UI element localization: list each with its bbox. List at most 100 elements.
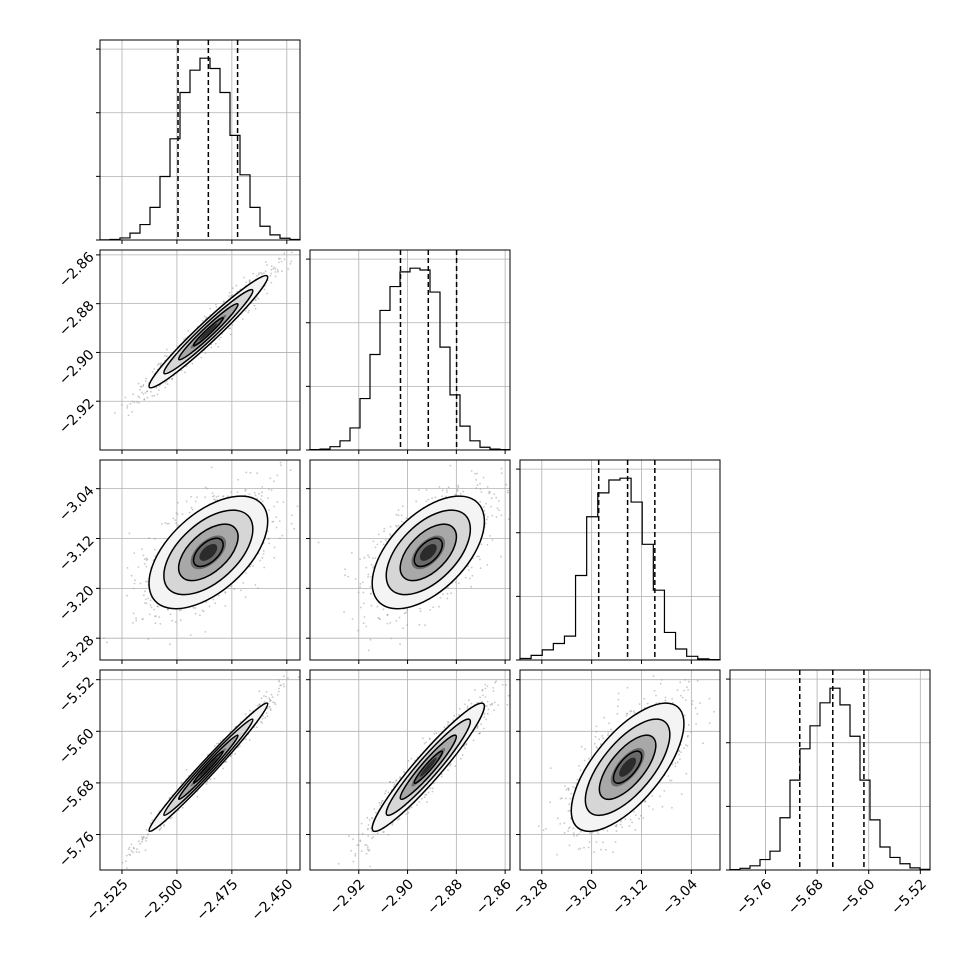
- scatter-point: [138, 396, 141, 399]
- scatter-point: [167, 522, 170, 525]
- scatter-point: [492, 690, 495, 692]
- scatter-point: [480, 491, 483, 493]
- scatter-point: [190, 495, 192, 498]
- scatter-point: [270, 265, 273, 268]
- scatter-point: [191, 508, 194, 511]
- scatter-point: [500, 467, 503, 470]
- scatter-point: [567, 787, 569, 790]
- scatter-point: [583, 759, 586, 762]
- scatter-point: [276, 501, 279, 503]
- scatter-point: [389, 534, 392, 537]
- scatter-point: [268, 697, 271, 700]
- scatter-point: [449, 464, 452, 467]
- scatter-point: [377, 533, 380, 536]
- scatter-point: [270, 281, 273, 284]
- scatter-point: [663, 790, 666, 792]
- scatter-point: [151, 370, 154, 373]
- scatter-point: [258, 492, 260, 495]
- scatter-point: [445, 489, 448, 491]
- scatter-point: [395, 620, 398, 622]
- scatter-point: [296, 665, 298, 667]
- scatter-point: [367, 824, 370, 826]
- panel-frame-pair-1-2: [309, 459, 511, 661]
- x-tick-label-3-1: −5.68: [785, 876, 827, 918]
- scatter-point: [229, 333, 232, 336]
- scatter-point: [171, 377, 174, 380]
- scatter-point: [447, 721, 450, 724]
- scatter-point: [681, 696, 684, 699]
- scatter-point: [567, 789, 570, 792]
- scatter-point: [126, 867, 128, 869]
- scatter-point: [484, 687, 487, 690]
- scatter-point: [354, 852, 357, 855]
- scatter-point: [449, 764, 451, 767]
- scatter-point: [373, 808, 376, 810]
- scatter-point: [376, 832, 379, 835]
- scatter-point: [137, 395, 140, 398]
- scatter-point: [253, 304, 256, 307]
- scatter-point: [126, 567, 129, 569]
- scatter-point: [570, 792, 573, 795]
- scatter-point: [263, 701, 266, 703]
- scatter-point: [529, 876, 531, 878]
- scatter-point: [360, 822, 363, 825]
- contour-level-2: [385, 718, 472, 817]
- scatter-point: [420, 797, 423, 800]
- scatter-point: [501, 684, 504, 686]
- scatter-point: [393, 783, 396, 786]
- scatter-point: [476, 555, 479, 558]
- scatter-point: [480, 723, 483, 726]
- scatter-point: [139, 842, 141, 845]
- scatter-point: [486, 516, 489, 518]
- scatter-point: [204, 631, 207, 633]
- scatter-point: [280, 684, 282, 687]
- scatter-point: [137, 566, 140, 568]
- scatter-point: [565, 788, 568, 791]
- scatter-point: [158, 389, 160, 391]
- scatter-point: [370, 576, 372, 578]
- scatter-point: [150, 606, 153, 609]
- scatter-point: [136, 401, 139, 403]
- scatter-point: [259, 559, 261, 562]
- scatter-point: [598, 738, 600, 741]
- scatter-point: [537, 825, 540, 828]
- scatter-point: [593, 742, 596, 745]
- contour-level-0: [413, 750, 444, 785]
- scatter-point: [276, 474, 279, 477]
- scatter-point: [175, 522, 178, 524]
- scatter-point: [213, 777, 216, 780]
- scatter-point: [164, 386, 167, 389]
- scatter-point: [244, 488, 247, 491]
- scatter-point: [143, 398, 146, 401]
- scatter-point: [217, 345, 220, 348]
- scatter-point: [213, 498, 215, 501]
- scatter-point: [350, 849, 352, 852]
- scatter-point: [153, 608, 156, 611]
- scatter-point: [142, 393, 145, 395]
- scatter-point: [500, 555, 502, 558]
- scatter-point: [384, 790, 387, 792]
- scatter-point: [280, 464, 282, 467]
- scatter-point: [224, 591, 227, 594]
- scatter-point: [184, 371, 187, 374]
- scatter-point: [397, 524, 400, 527]
- scatter-point: [460, 757, 462, 760]
- scatter-point: [145, 602, 148, 605]
- scatter-point: [461, 754, 464, 757]
- scatter-point: [573, 834, 575, 837]
- scatter-point: [147, 597, 150, 600]
- scatter-point: [479, 500, 482, 503]
- scatter-point: [405, 813, 407, 815]
- scatter-point: [633, 811, 635, 813]
- scatter-point: [282, 501, 285, 503]
- scatter-point: [466, 705, 469, 708]
- scatter-point: [583, 846, 585, 849]
- scatter-point: [488, 490, 491, 493]
- scatter-point: [680, 793, 683, 795]
- scatter-point: [447, 486, 450, 489]
- scatter-point: [418, 623, 421, 626]
- scatter-point: [493, 709, 495, 712]
- scatter-point: [363, 616, 366, 618]
- scatter-point: [617, 698, 620, 701]
- density-shade-4: [199, 323, 218, 341]
